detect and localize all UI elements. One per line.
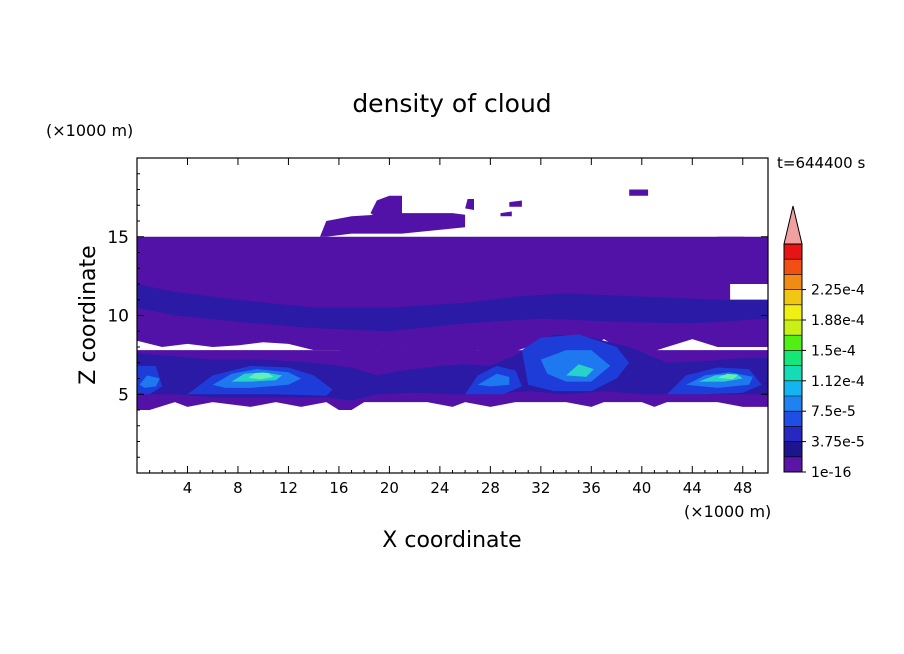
- colorbar-swatch: [784, 320, 802, 336]
- colorbar-swatch: [784, 350, 802, 366]
- y-axis: 5 10 15: [107, 173, 768, 458]
- colorbar-label: 1.88e-4: [811, 313, 865, 329]
- y-unit-label: (×1000 m): [46, 121, 133, 140]
- contour-region: [540, 350, 611, 382]
- contour-region: [137, 236, 768, 360]
- x-tick-label: 32: [531, 479, 550, 497]
- x-tick-label: 4: [183, 479, 193, 497]
- colorbar-swatch: [784, 441, 802, 458]
- colorbar-label: 3.75e-5: [811, 435, 865, 451]
- x-tick-label: 12: [279, 479, 298, 497]
- colorbar-swatch: [784, 244, 802, 260]
- x-axis: 4 8 12 16 20 24 28 32 36 40 44 48: [149, 158, 756, 497]
- colorbar-swatch: [784, 365, 802, 382]
- x-tick-label: 20: [380, 479, 399, 497]
- contour-region: [370, 195, 402, 218]
- colorbar-swatch: [784, 411, 802, 427]
- colorbar-label: 7.5e-5: [811, 404, 856, 420]
- y-tick-label: 10: [107, 307, 129, 327]
- plot-area: [137, 189, 768, 410]
- x-axis-label: X coordinate: [382, 528, 521, 553]
- colorbar-label: 1e-16: [811, 465, 851, 481]
- contour-region: [717, 373, 738, 380]
- colorbar-extend-arrow: [783, 205, 803, 245]
- contour-region: [137, 284, 768, 332]
- colorbar: 1e-16 3.75e-5 7.5e-5 1.12e-4 1.5e-4 1.88e-4 2.…: [783, 205, 865, 481]
- x-tick-label: 28: [481, 479, 500, 497]
- contour-region: [139, 375, 160, 388]
- contour-region: [248, 373, 274, 380]
- contour-region: [465, 199, 474, 210]
- colorbar-frame: [783, 243, 803, 473]
- colorbar-swatch: [784, 289, 802, 306]
- x-tick-label: 44: [683, 479, 702, 497]
- x-tick-label: 48: [733, 479, 752, 497]
- contour-region: [509, 200, 522, 207]
- y-axis-label: Z coordinate: [76, 245, 101, 384]
- time-label: t=644400 s: [777, 154, 865, 172]
- x-tick-label: 8: [233, 479, 243, 497]
- contour-region: [629, 189, 649, 196]
- colorbar-swatch: [784, 259, 802, 275]
- colorbar-label: 1.12e-4: [811, 374, 865, 390]
- colorbar-swatch: [784, 426, 802, 442]
- y-tick-label: 5: [118, 385, 129, 405]
- x-tick-label: 36: [582, 479, 601, 497]
- contour-region: [704, 236, 768, 277]
- colorbar-swatch: [784, 335, 802, 351]
- contour-region: [320, 213, 466, 237]
- y-tick-label: 15: [107, 228, 129, 248]
- colorbar-label: 1.5e-4: [811, 343, 856, 359]
- colorbar-swatch: [784, 456, 802, 473]
- contour-region: [500, 211, 512, 217]
- contour-region: [566, 364, 594, 377]
- colorbar-label: 2.25e-4: [811, 283, 865, 299]
- colorbar-swatch: [784, 396, 802, 412]
- x-unit-label: (×1000 m): [684, 502, 771, 521]
- chart-title: density of cloud: [352, 89, 551, 118]
- colorbar-swatch: [784, 274, 802, 290]
- colorbar-swatch: [784, 304, 802, 321]
- contour-region: [477, 373, 510, 387]
- x-tick-label: 24: [430, 479, 449, 497]
- x-tick-label: 16: [329, 479, 348, 497]
- x-tick-label: 40: [632, 479, 651, 497]
- colorbar-swatch: [784, 380, 802, 397]
